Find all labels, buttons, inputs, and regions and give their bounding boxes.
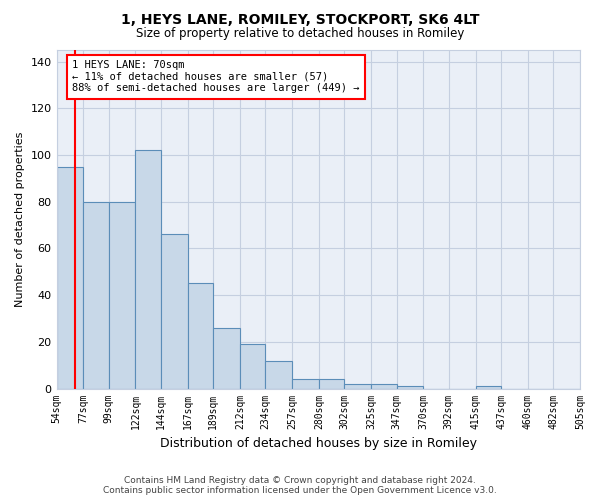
Bar — [109, 202, 136, 388]
Bar — [240, 344, 265, 389]
Text: Size of property relative to detached houses in Romiley: Size of property relative to detached ho… — [136, 28, 464, 40]
Bar — [265, 360, 292, 388]
Bar — [319, 379, 344, 388]
Bar — [292, 379, 319, 388]
Bar — [136, 150, 161, 388]
Bar — [213, 328, 240, 388]
Bar — [397, 386, 424, 388]
Text: Contains HM Land Registry data © Crown copyright and database right 2024.
Contai: Contains HM Land Registry data © Crown c… — [103, 476, 497, 495]
Bar — [476, 386, 501, 388]
X-axis label: Distribution of detached houses by size in Romiley: Distribution of detached houses by size … — [160, 437, 477, 450]
Text: 1, HEYS LANE, ROMILEY, STOCKPORT, SK6 4LT: 1, HEYS LANE, ROMILEY, STOCKPORT, SK6 4L… — [121, 12, 479, 26]
Bar — [371, 384, 397, 388]
Bar — [56, 166, 83, 388]
Bar — [161, 234, 188, 388]
Bar — [83, 202, 109, 388]
Bar — [188, 284, 213, 389]
Bar — [344, 384, 371, 388]
Text: 1 HEYS LANE: 70sqm
← 11% of detached houses are smaller (57)
88% of semi-detache: 1 HEYS LANE: 70sqm ← 11% of detached hou… — [72, 60, 360, 94]
Y-axis label: Number of detached properties: Number of detached properties — [15, 132, 25, 307]
